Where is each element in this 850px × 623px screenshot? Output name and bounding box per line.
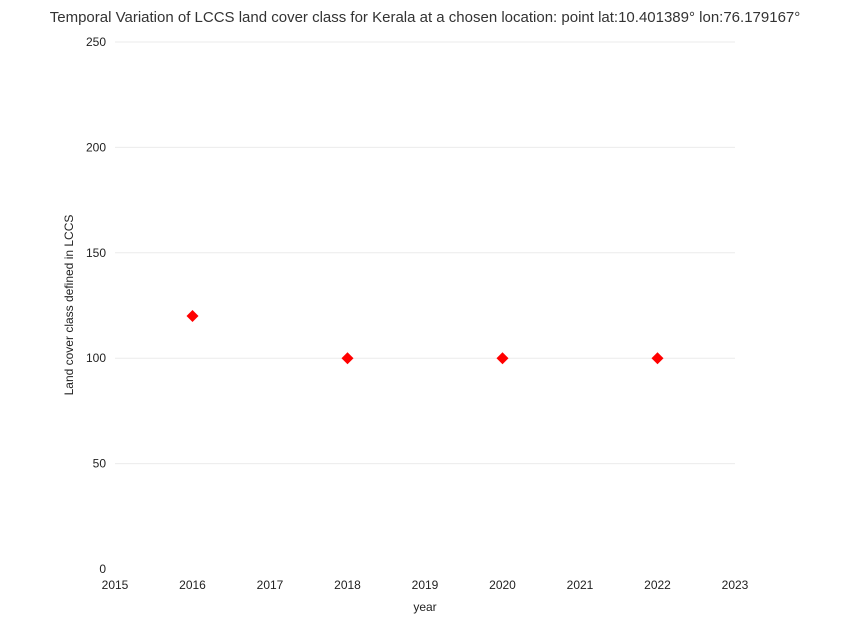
x-tick-label: 2021: [567, 578, 594, 592]
y-tick-label: 200: [86, 140, 106, 154]
x-tick-label: 2016: [179, 578, 206, 592]
chart-title: Temporal Variation of LCCS land cover cl…: [50, 9, 801, 26]
x-tick-label: 2019: [412, 578, 439, 592]
y-tick-label: 100: [86, 351, 106, 365]
x-tick-label: 2018: [334, 578, 361, 592]
y-tick-label: 150: [86, 246, 106, 260]
data-point: [651, 352, 664, 365]
y-tick-label: 0: [99, 562, 106, 576]
x-tick-label: 2020: [489, 578, 516, 592]
data-point: [186, 310, 199, 323]
data-point: [341, 352, 354, 365]
y-tick-label: 250: [86, 35, 106, 49]
x-tick-label: 2023: [722, 578, 749, 592]
data-point: [496, 352, 509, 365]
x-tick-label: 2022: [644, 578, 671, 592]
y-tick-label: 50: [93, 457, 107, 471]
x-tick-label: 2017: [257, 578, 284, 592]
x-tick-label: 2015: [102, 578, 129, 592]
y-axis-label: Land cover class defined in LCCS: [62, 215, 76, 396]
x-axis-label: year: [413, 600, 436, 614]
